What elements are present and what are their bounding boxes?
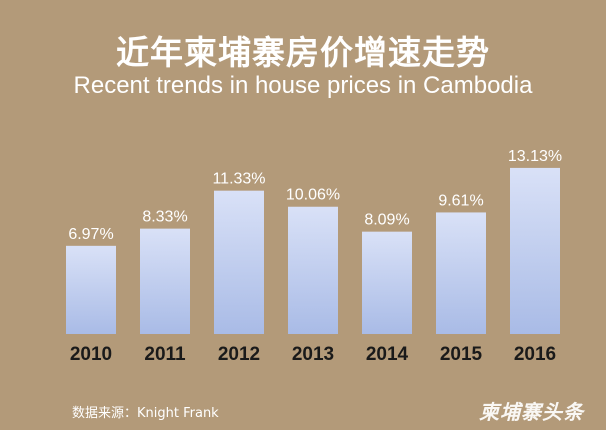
data-label-2016: 13.13% [508, 148, 562, 165]
x-tick-label-2013: 2013 [292, 344, 334, 365]
x-tick-label-2012: 2012 [218, 344, 260, 365]
chart-title: 近年柬埔寨房价增速走势 [116, 33, 490, 72]
bar-2012 [214, 190, 264, 334]
x-tick-label-2011: 2011 [144, 344, 186, 365]
data-label-2013: 10.06% [286, 187, 340, 204]
data-label-2010: 6.97% [68, 226, 113, 243]
bar-2016 [510, 167, 560, 334]
data-label-2015: 9.61% [438, 192, 483, 209]
watermark-logo: 柬埔寨头条 [479, 400, 584, 424]
bar-2010 [66, 245, 116, 334]
source-note: 数据来源：Knight Frank [72, 406, 219, 421]
x-tick-label-2010: 2010 [70, 344, 112, 365]
bar-2013 [288, 206, 338, 334]
bars-group: 6.97% 2010 8.33% 2011 11.33% 2012 10.06% 2013 8.… [66, 148, 562, 365]
x-tick-label-2014: 2014 [366, 344, 409, 365]
bar-2011 [140, 228, 190, 334]
bar-2014 [362, 231, 412, 334]
data-label-2014: 8.09% [364, 212, 409, 229]
x-tick-label-2016: 2016 [514, 344, 556, 365]
data-label-2012: 11.33% [212, 171, 265, 188]
data-label-2011: 8.33% [142, 209, 187, 226]
bar-2015 [436, 212, 486, 334]
x-tick-label-2015: 2015 [440, 344, 483, 365]
chart-subtitle: Recent trends in house prices in Cambodi… [73, 72, 533, 99]
